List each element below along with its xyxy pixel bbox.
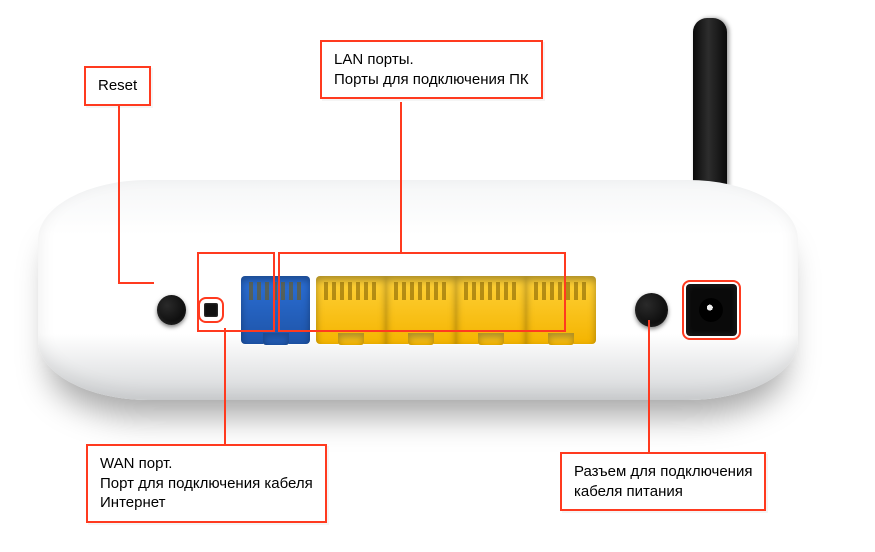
wan-highlight-box: [197, 252, 275, 332]
lan-highlight-box: [278, 252, 566, 332]
callout-power: Разъем для подключения кабеля питания: [560, 452, 766, 511]
wps-button: [635, 293, 668, 327]
callout-wan: WAN порт. Порт для подключения кабеля Ин…: [86, 444, 327, 523]
lead-wan: [224, 328, 226, 444]
lead-power: [648, 320, 650, 452]
lead-reset: [118, 104, 120, 282]
aux-button: [157, 295, 186, 325]
dc-power-jack: [686, 284, 737, 336]
diagram-stage: Reset LAN порты. Порты для подключения П…: [0, 0, 875, 552]
lead-lan: [400, 102, 402, 252]
callout-lan: LAN порты. Порты для подключения ПК: [320, 40, 543, 99]
callout-reset: Reset: [84, 66, 151, 106]
lead-reset-h: [118, 282, 154, 284]
